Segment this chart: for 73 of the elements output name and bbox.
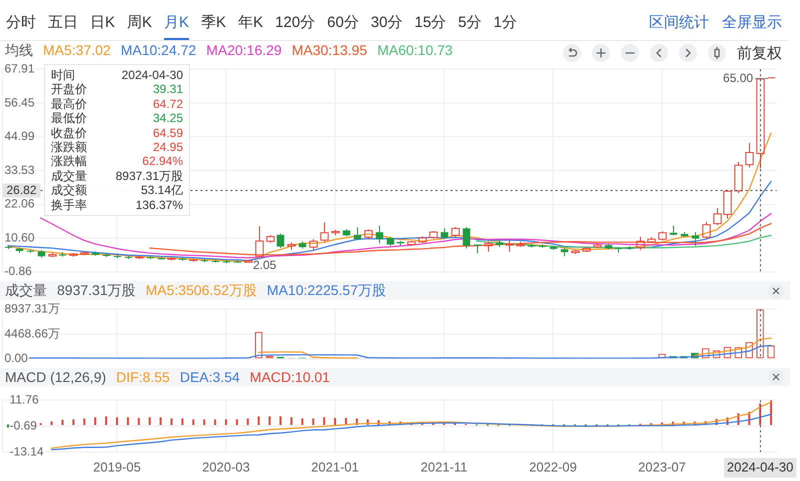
annotation: 涨跌幅: [51, 154, 87, 169]
annotation: 53.14亿: [140, 183, 183, 198]
y-tick-label: 56.45: [4, 95, 35, 110]
x-tick-label: 2021-01: [311, 459, 359, 474]
text: 60分: [327, 13, 359, 33]
text: DIF:8.55: [116, 369, 170, 385]
y-tick-label: 8937.31万: [4, 302, 60, 316]
text: MACD:10.01: [250, 369, 330, 385]
y-tick-label: 11.76: [10, 392, 40, 407]
annotation: 136.37%: [136, 198, 183, 212]
annotation: 64.59: [152, 126, 183, 140]
text: 全屏显示: [722, 13, 782, 32]
text: 1分: [494, 13, 517, 33]
text: MA30:13.95: [292, 42, 368, 60]
text: 周K: [127, 13, 152, 33]
text: 五日: [48, 13, 78, 33]
text: 30分: [370, 13, 402, 33]
annotation: 2.05: [252, 258, 277, 272]
y-tick-label: -0.86: [4, 264, 32, 278]
text: 前复权: [737, 44, 782, 62]
y-tick-label: -0.69: [10, 418, 38, 432]
annotation: 成交额: [51, 183, 87, 198]
text: 季K: [201, 13, 226, 33]
text: MA10:24.72: [120, 42, 196, 60]
annotation: 时间: [51, 68, 75, 82]
text: 5分: [458, 13, 482, 33]
text: MA10:2225.57万股: [266, 282, 386, 300]
x-tick-label: 2024-04-30: [726, 459, 794, 474]
annotation: 最高价: [51, 96, 87, 112]
annotation: 24.95: [152, 140, 183, 154]
annotation: 39.31: [152, 82, 183, 97]
y-tick-label: 67.91: [4, 62, 35, 76]
annotation: 8937.31万股: [116, 168, 183, 184]
annotation: 涨跌额: [51, 140, 87, 154]
text: 分时: [6, 13, 36, 33]
text: MA60:10.73: [377, 42, 453, 60]
chart-subtitle: 8937.31万股: [57, 282, 136, 300]
text: MA20:16.29: [206, 42, 282, 60]
ref-line-label: 26.82: [6, 182, 37, 197]
annotation: 34.25: [152, 111, 183, 126]
chart-title: 成交量: [5, 282, 47, 300]
annotation: 最低价: [51, 111, 87, 126]
x-tick-label: 2020-03: [202, 459, 250, 474]
text: 月K: [164, 5, 190, 40]
y-tick-label: 22.06: [4, 196, 35, 211]
text: 120分: [275, 13, 316, 33]
text: 年K: [238, 13, 264, 33]
y-tick-label: -13.14: [10, 444, 44, 458]
text: MA5:37.02: [43, 42, 111, 60]
y-tick-label: 4468.66万: [4, 326, 60, 340]
annotation: 62.94%: [142, 154, 183, 169]
x-tick-label: 2019-05: [93, 459, 141, 474]
y-tick-label: 33.53: [4, 162, 35, 177]
y-tick-label: 0.00: [4, 351, 28, 366]
legend-title: 均线: [5, 42, 33, 60]
annotation: 65.00: [723, 70, 754, 85]
y-tick-label: 44.99: [4, 129, 35, 144]
text: 15分: [414, 13, 446, 33]
annotation: 2024-04-30: [122, 68, 183, 82]
text: DEA:3.54: [180, 369, 240, 385]
x-tick-label: 2023-07: [638, 459, 686, 474]
chart-title: MACD (12,26,9): [5, 369, 106, 385]
y-tick-label: 10.60: [4, 230, 35, 244]
annotation: 成交量: [51, 168, 87, 184]
annotation: 换手率: [51, 198, 87, 212]
text: 日K: [90, 13, 116, 33]
annotation: 开盘价: [51, 82, 87, 97]
text: MA5:3506.52万股: [146, 282, 257, 300]
text: 区间统计: [649, 13, 709, 32]
x-tick-label: 2022-09: [529, 459, 577, 474]
annotation: 64.72: [152, 96, 183, 112]
x-tick-label: 2021-11: [420, 459, 468, 474]
annotation: 收盘价: [51, 126, 87, 140]
